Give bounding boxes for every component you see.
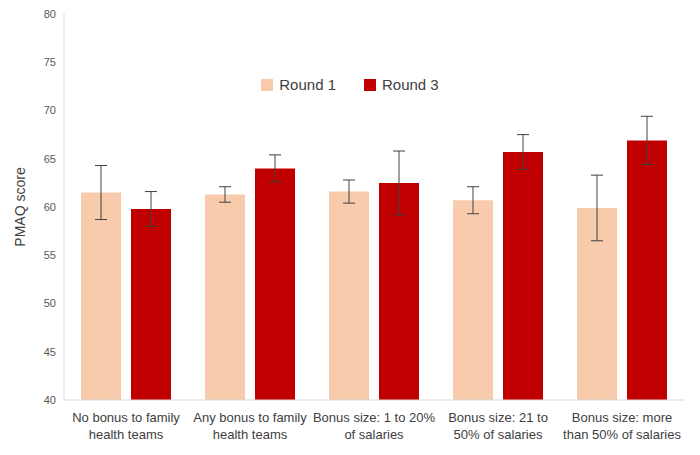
html-text:Round 3: Round 3: [382, 76, 439, 93]
html-text:Round 1: Round 1: [279, 76, 336, 93]
svg-text:55: 55: [44, 249, 56, 261]
svg-text:45: 45: [44, 346, 56, 358]
svg-text:40: 40: [44, 394, 56, 406]
svg-text:65: 65: [44, 153, 56, 165]
svg-text:60: 60: [44, 201, 56, 213]
svg-text:75: 75: [44, 56, 56, 68]
svg-text:80: 80: [44, 8, 56, 20]
svg-text:Bonus size: 21 to50% of salari: Bonus size: 21 to50% of salaries: [448, 410, 548, 442]
svg-text:70: 70: [44, 104, 56, 116]
svg-text:PMAQ score: PMAQ score: [12, 167, 28, 247]
svg-text:Bonus size: morethan 50% of sa: Bonus size: morethan 50% of salaries: [563, 410, 681, 442]
svg-text:No bonus to familyhealth teams: No bonus to familyhealth teams: [72, 410, 180, 442]
svg-text:Bonus size: 1 to 20%of salarie: Bonus size: 1 to 20%of salaries: [313, 410, 436, 442]
svg-text:50: 50: [44, 297, 56, 309]
svg-text:Any bonus to familyhealth team: Any bonus to familyhealth teams: [193, 410, 307, 442]
